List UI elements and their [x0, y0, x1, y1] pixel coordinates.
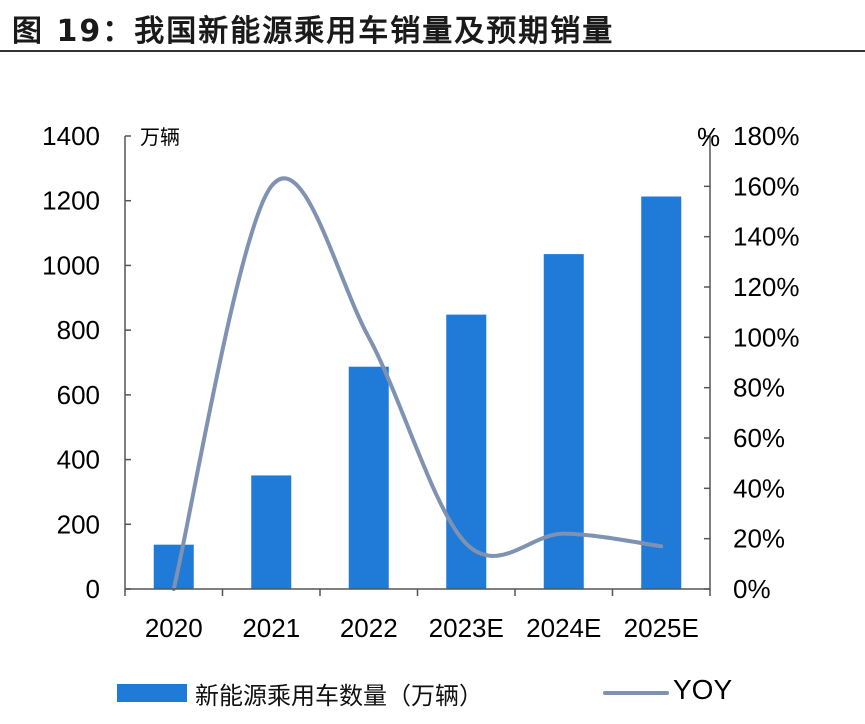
legend-label-bar: 新能源乘用车数量（万辆） — [195, 682, 483, 710]
right-tick-label: 60% — [733, 423, 785, 453]
left-tick-label: 0 — [86, 574, 100, 604]
title-divider — [0, 50, 865, 52]
right-tick-label: 100% — [733, 322, 800, 352]
figure-title-bar: 图 19：我国新能源乘用车销量及预期销量 — [0, 0, 865, 60]
right-tick-label: 40% — [733, 473, 785, 503]
x-tick-label: 2023E — [429, 613, 504, 643]
right-tick-label: 120% — [733, 272, 800, 302]
right-tick-label: 80% — [733, 373, 785, 403]
right-tick-label: 180% — [733, 121, 800, 151]
left-tick-label: 400 — [57, 445, 100, 475]
legend: 新能源乘用车数量（万辆） YOY — [0, 660, 865, 720]
left-tick-label: 1200 — [42, 186, 100, 216]
bar — [641, 196, 682, 589]
left-axis-unit: 万辆 — [140, 125, 180, 149]
yoy-line — [171, 176, 664, 591]
bar — [348, 366, 389, 589]
bar — [446, 314, 487, 589]
left-y-axis: 0 200 400 600 800 1000 1200 1400 万辆 — [42, 121, 180, 604]
bar — [543, 254, 584, 589]
figure-title: 图 19：我国新能源乘用车销量及预期销量 — [12, 14, 615, 49]
right-tick-label: 20% — [733, 524, 785, 554]
x-tick-label: 2020 — [145, 613, 203, 643]
left-tick-label: 600 — [57, 380, 100, 410]
right-tick-label: 0% — [733, 574, 771, 604]
right-y-axis: 0% 20% 40% 60% 80% 100% 120% 140% 160% 180%% — [697, 121, 800, 604]
left-tick-label: 200 — [57, 509, 100, 539]
right-tick-label: 160% — [733, 171, 800, 201]
right-axis-unit: % — [697, 122, 720, 152]
legend-swatch-bar — [117, 684, 187, 702]
x-axis: 2020 2021 2022 2023E 2024E 2025E — [124, 588, 711, 643]
left-tick-label: 800 — [57, 315, 100, 345]
right-tick-label: 140% — [733, 222, 800, 252]
x-tick-label: 2021 — [242, 613, 300, 643]
legend-label-line: YOY — [673, 674, 733, 705]
bar — [251, 475, 292, 589]
line-series — [171, 176, 664, 591]
chart-area: 0 200 400 600 800 1000 1200 1400 万辆 0% 20% 40% 60% 8… — [42, 121, 800, 643]
left-tick-label: 1000 — [42, 250, 100, 280]
bar-series — [153, 196, 682, 589]
x-tick-label: 2024E — [526, 613, 601, 643]
x-tick-label: 2025E — [624, 613, 699, 643]
legend-swatch-line — [603, 691, 669, 695]
x-tick-label: 2022 — [340, 613, 398, 643]
left-tick-label: 1400 — [42, 121, 100, 151]
